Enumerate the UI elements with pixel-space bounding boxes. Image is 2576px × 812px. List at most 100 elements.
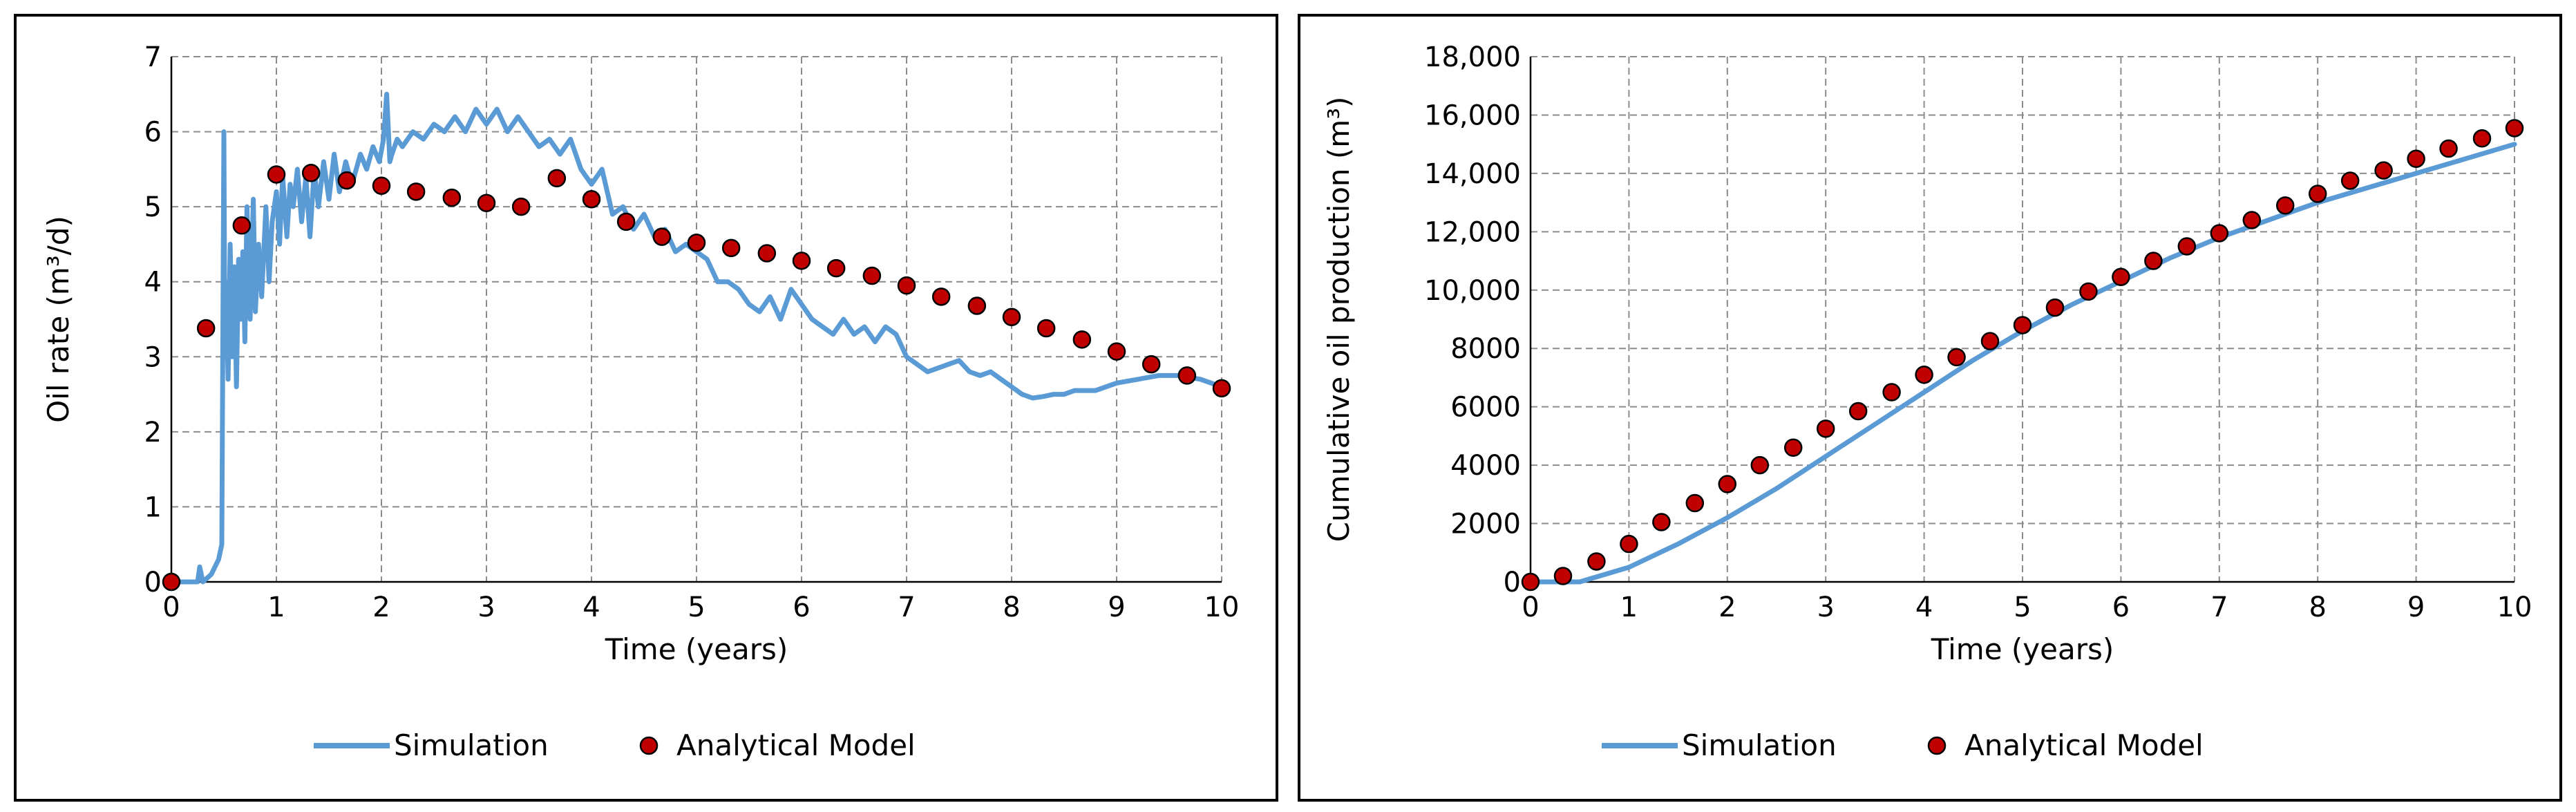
y-axis-title: Cumulative oil production (m³) [1322, 97, 1356, 542]
analytical-model-point [1620, 534, 1638, 554]
x-axis-title: Time (years) [1931, 632, 2114, 666]
x-tick-label: 7 [2210, 592, 2228, 623]
analytical-model-point [1882, 383, 1901, 402]
legend-analytical-label: Analytical Model [1964, 728, 2204, 762]
analytical-model-point [2079, 282, 2098, 301]
x-tick-label: 1 [1620, 592, 1638, 623]
oil-rate-chart-panel: 0 1 2 3 4 5 6 7 8 9 10 0 1 2 3 4 5 6 7 Time (years) Oil rate… [14, 14, 1278, 802]
analytical-model-point [2275, 196, 2295, 215]
x-tick-label: 1 [267, 592, 285, 623]
analytical-model-point [1142, 355, 1161, 374]
analytical-model-point [406, 182, 426, 201]
analytical-model-point [477, 193, 496, 212]
analytical-model-point [337, 171, 357, 190]
x-tick-label: 3 [1817, 592, 1834, 623]
analytical-model-point [1816, 419, 1835, 438]
simulation-series-line [169, 91, 1224, 585]
analytical-model-point [1783, 438, 1803, 457]
analytical-model-point [301, 164, 321, 182]
x-tick-label: 4 [1915, 592, 1933, 623]
oil-rate-chart: 0 1 2 3 4 5 6 7 8 9 10 0 1 2 3 4 5 6 7 Time (years) Oil rate… [41, 41, 1239, 762]
y-tick-label: 16,000 [1424, 100, 1521, 131]
analytical-model-point [2472, 129, 2492, 148]
analytical-model-point [372, 176, 391, 195]
y-tick-label: 3 [144, 341, 162, 373]
analytical-model-point [2144, 252, 2163, 270]
x-tick-label: 2 [1718, 592, 1736, 623]
analytical-model-point [1685, 493, 1705, 513]
analytical-model-point [511, 197, 531, 216]
legend-simulation-label: Simulation [1682, 728, 1837, 762]
x-tick-label: 5 [2014, 592, 2031, 623]
analytical-model-point [2045, 298, 2065, 317]
analytical-model-point [2407, 149, 2425, 169]
y-tick-label: 0 [1504, 567, 1521, 598]
y-tick-label: 2000 [1450, 509, 1521, 540]
analytical-model-point [582, 190, 601, 209]
analytical-model-point [2308, 185, 2327, 203]
analytical-model-point [1553, 567, 1573, 585]
analytical-model-point [2013, 316, 2032, 334]
x-tick-label: 2 [372, 592, 390, 623]
x-tick-label: 4 [583, 592, 600, 623]
x-tick-label: 7 [898, 592, 915, 623]
x-tick-label: 3 [477, 592, 495, 623]
x-tick-label: 10 [2497, 592, 2532, 623]
analytical-model-point [1521, 572, 1540, 592]
analytical-model-point [1652, 513, 1671, 531]
x-tick-label: 9 [1108, 592, 1125, 623]
y-tick-label: 0 [144, 567, 162, 598]
x-tick-label: 6 [793, 592, 810, 623]
analytical-model-point [792, 252, 811, 270]
y-tick-label: 6000 [1450, 392, 1521, 424]
y-tick-label: 12,000 [1424, 216, 1521, 248]
analytical-model-point [267, 165, 286, 184]
x-tick-label: 0 [162, 592, 180, 623]
x-tick-label: 8 [2309, 592, 2326, 623]
analytical-model-point [442, 188, 462, 207]
y-tick-label: 7 [144, 41, 162, 73]
analytical-model-point [2505, 119, 2524, 138]
y-tick-label: 1 [144, 491, 162, 523]
analytical-model-point [2242, 211, 2262, 229]
analytical-model-point [967, 296, 987, 315]
legend-analytical-label: Analytical Model [676, 728, 916, 762]
analytical-model-point [757, 244, 777, 263]
analytical-model-point [687, 234, 706, 252]
cumulative-production-chart: 0 1 2 3 4 5 6 7 8 9 10 0 2000 4000 6000 8000 10,000 12,00… [1322, 41, 2532, 762]
analytical-model-point [1750, 455, 1770, 475]
analytical-model-point [1718, 475, 1737, 493]
analytical-model-point [1212, 379, 1231, 398]
analytical-model-point [616, 212, 636, 232]
analytical-model-point [2340, 171, 2360, 190]
legend-simulation-label: Simulation [394, 728, 549, 762]
y-tick-label: 5 [144, 191, 162, 223]
analytical-model-point [862, 266, 882, 285]
y-tick-label: 6 [144, 117, 162, 149]
analytical-model-point [1002, 308, 1021, 326]
x-tick-label: 5 [688, 592, 705, 623]
y-tick-label: 18,000 [1424, 41, 1521, 73]
analytical-model-point [1036, 319, 1056, 338]
analytical-model-point [897, 276, 916, 295]
x-tick-label: 9 [2407, 592, 2425, 623]
x-axis-title: Time (years) [605, 632, 788, 666]
analytical-model-point [2112, 267, 2130, 287]
y-tick-label: 2 [144, 417, 162, 449]
analytical-model-point [931, 287, 951, 306]
analytical-model-point [2210, 224, 2229, 243]
x-tick-label: 0 [1522, 592, 1539, 623]
analytical-model-point [1177, 366, 1197, 385]
analytical-model-point [1107, 342, 1126, 361]
y-tick-label: 14,000 [1424, 158, 1521, 190]
x-tick-label: 6 [2112, 592, 2130, 623]
analytical-model-point [2439, 139, 2458, 158]
y-tick-label: 10,000 [1424, 275, 1521, 307]
analytical-model-point [1980, 332, 2000, 350]
analytical-model-point [232, 216, 252, 235]
x-tick-label: 8 [1003, 592, 1020, 623]
analytical-model-point [1848, 402, 1868, 421]
analytical-model-point [721, 238, 741, 258]
legend-analytical-swatch [1927, 736, 1947, 755]
cumulative-production-chart-panel: 0 1 2 3 4 5 6 7 8 9 10 0 2000 4000 6000 8000 10,000 12,00… [1298, 14, 2562, 802]
